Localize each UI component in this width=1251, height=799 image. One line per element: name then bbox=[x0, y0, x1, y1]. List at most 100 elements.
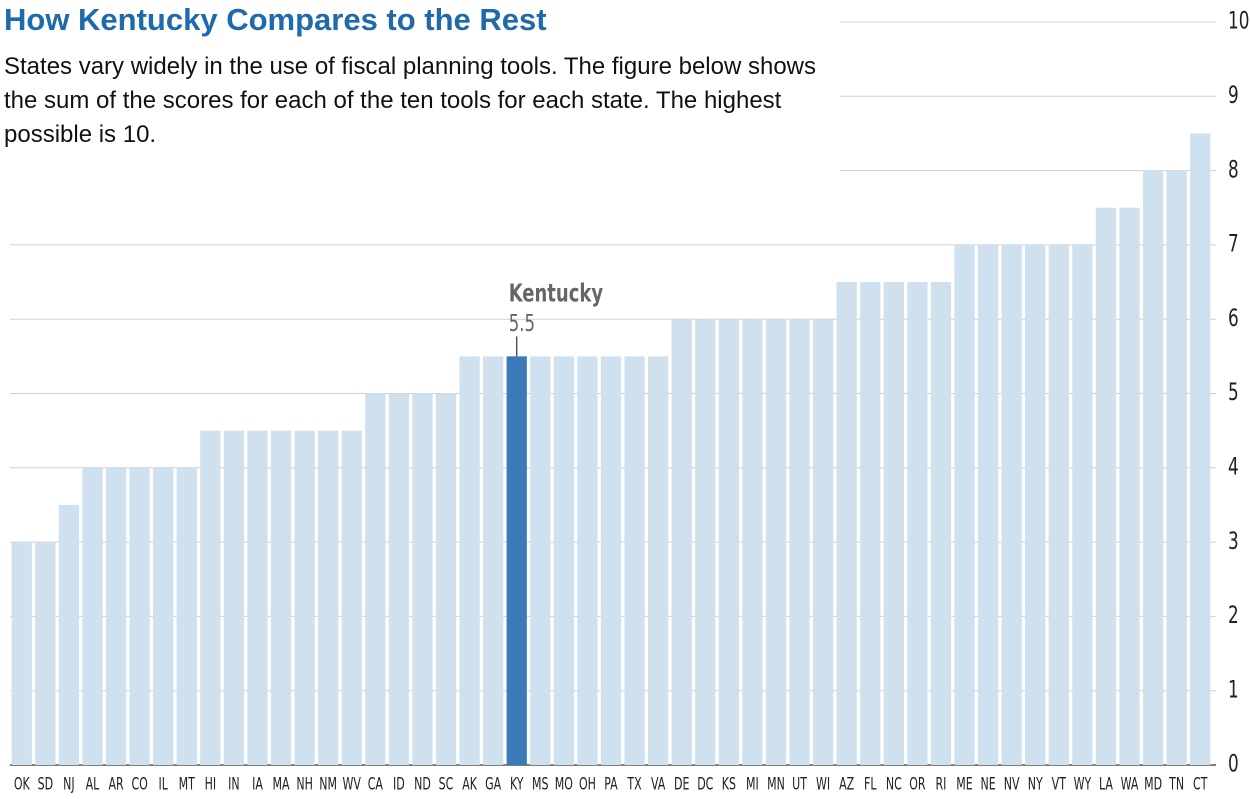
x-tick-label: MO bbox=[555, 775, 573, 795]
x-tick-label: TX bbox=[627, 775, 642, 795]
x-tick-label: ND bbox=[414, 775, 431, 795]
bar bbox=[1001, 244, 1022, 765]
x-tick-label: NE bbox=[981, 775, 996, 795]
bar bbox=[1142, 170, 1164, 766]
bar bbox=[200, 430, 221, 765]
bar bbox=[1190, 133, 1211, 765]
x-tick-label: SD bbox=[38, 775, 53, 795]
bar bbox=[648, 356, 669, 765]
y-tick-label: 10 bbox=[1228, 8, 1249, 36]
bar bbox=[600, 356, 622, 765]
bar bbox=[1119, 207, 1140, 765]
x-tick-label: FL bbox=[864, 775, 877, 795]
annotation: Kentucky bbox=[509, 279, 603, 308]
bar bbox=[294, 430, 315, 765]
bar bbox=[577, 356, 598, 765]
bar bbox=[530, 356, 551, 765]
bar bbox=[836, 282, 857, 765]
bar bbox=[742, 319, 763, 765]
y-tick-label: 9 bbox=[1228, 82, 1239, 110]
bar bbox=[695, 319, 716, 765]
bar bbox=[247, 430, 268, 765]
x-tick-label: WY bbox=[1074, 775, 1092, 795]
y-tick-label: 4 bbox=[1228, 453, 1239, 481]
bar bbox=[1072, 244, 1093, 765]
x-tick-label: CT bbox=[1193, 775, 1208, 795]
bar bbox=[506, 356, 527, 765]
x-tick-label: MD bbox=[1144, 775, 1162, 795]
x-tick-label: MI bbox=[746, 775, 759, 795]
bar bbox=[153, 467, 174, 765]
bar bbox=[671, 319, 692, 765]
x-tick-label: WI bbox=[816, 775, 830, 795]
x-tick-label: NV bbox=[1004, 775, 1020, 795]
bar bbox=[58, 504, 80, 765]
bar bbox=[1095, 207, 1117, 765]
chart-title: How Kentucky Compares to the Rest bbox=[4, 2, 547, 37]
y-tick-label: 0 bbox=[1228, 751, 1239, 779]
x-tick-label: IL bbox=[159, 775, 169, 795]
x-tick-label: HI bbox=[205, 775, 217, 795]
bar bbox=[930, 282, 952, 765]
x-tick-label: RI bbox=[936, 775, 947, 795]
bar bbox=[270, 430, 292, 765]
x-tick-label: GA bbox=[485, 775, 501, 795]
bar bbox=[553, 356, 574, 765]
x-tick-label: KS bbox=[722, 775, 736, 795]
x-tick-label: VA bbox=[651, 775, 665, 795]
y-tick-label: 1 bbox=[1228, 676, 1239, 704]
bar bbox=[388, 393, 410, 765]
bar bbox=[907, 282, 928, 765]
x-tick-label: OH bbox=[579, 775, 596, 795]
bar bbox=[435, 393, 457, 765]
x-tick-label: ME bbox=[956, 775, 972, 795]
bar bbox=[1166, 170, 1187, 766]
x-tick-label: NH bbox=[296, 775, 313, 795]
x-tick-label: MN bbox=[767, 775, 785, 795]
bar bbox=[954, 244, 975, 765]
bar bbox=[318, 430, 339, 765]
x-tick-label: NY bbox=[1028, 775, 1044, 795]
bar bbox=[1048, 244, 1069, 765]
x-tick-label: NM bbox=[319, 775, 337, 795]
value-label: 5.5 bbox=[509, 310, 535, 337]
bar bbox=[459, 356, 480, 765]
x-tick-label: AK bbox=[462, 775, 478, 795]
bar bbox=[223, 430, 245, 765]
x-tick-label: OK bbox=[14, 775, 31, 795]
bar bbox=[365, 393, 386, 765]
x-tick-label: CA bbox=[368, 775, 383, 795]
bar bbox=[624, 356, 645, 765]
x-tick-label: NC bbox=[886, 775, 902, 795]
bar bbox=[789, 319, 810, 765]
header: How Kentucky Compares to the Rest States… bbox=[0, 0, 840, 180]
y-tick-label: 8 bbox=[1228, 156, 1239, 184]
x-tick-label: OR bbox=[909, 775, 925, 795]
x-tick-label: TN bbox=[1168, 775, 1184, 795]
x-tick-label: DC bbox=[697, 775, 713, 795]
x-tick-label: ID bbox=[393, 775, 405, 795]
x-tick-label: DE bbox=[674, 775, 689, 795]
y-tick-label: 3 bbox=[1228, 528, 1239, 556]
bar bbox=[483, 356, 504, 765]
x-tick-label: CO bbox=[131, 775, 147, 795]
x-tick-label: NJ bbox=[63, 775, 74, 795]
bar bbox=[35, 542, 56, 765]
x-tick-label: WV bbox=[343, 775, 361, 795]
x-tick-label: LA bbox=[1099, 775, 1113, 795]
x-tick-label: PA bbox=[604, 775, 617, 795]
x-tick-label: KY bbox=[510, 775, 524, 795]
x-tick-label: MA bbox=[273, 775, 290, 795]
bar bbox=[860, 282, 881, 765]
bar bbox=[883, 282, 904, 765]
bar bbox=[765, 319, 787, 765]
y-tick-label: 5 bbox=[1228, 379, 1239, 407]
bar bbox=[977, 244, 999, 765]
bar bbox=[412, 393, 433, 765]
x-tick-label: MS bbox=[532, 775, 548, 795]
bar bbox=[129, 467, 150, 765]
bar bbox=[1025, 244, 1046, 765]
x-tick-label: AR bbox=[108, 775, 123, 795]
bar bbox=[176, 467, 197, 765]
